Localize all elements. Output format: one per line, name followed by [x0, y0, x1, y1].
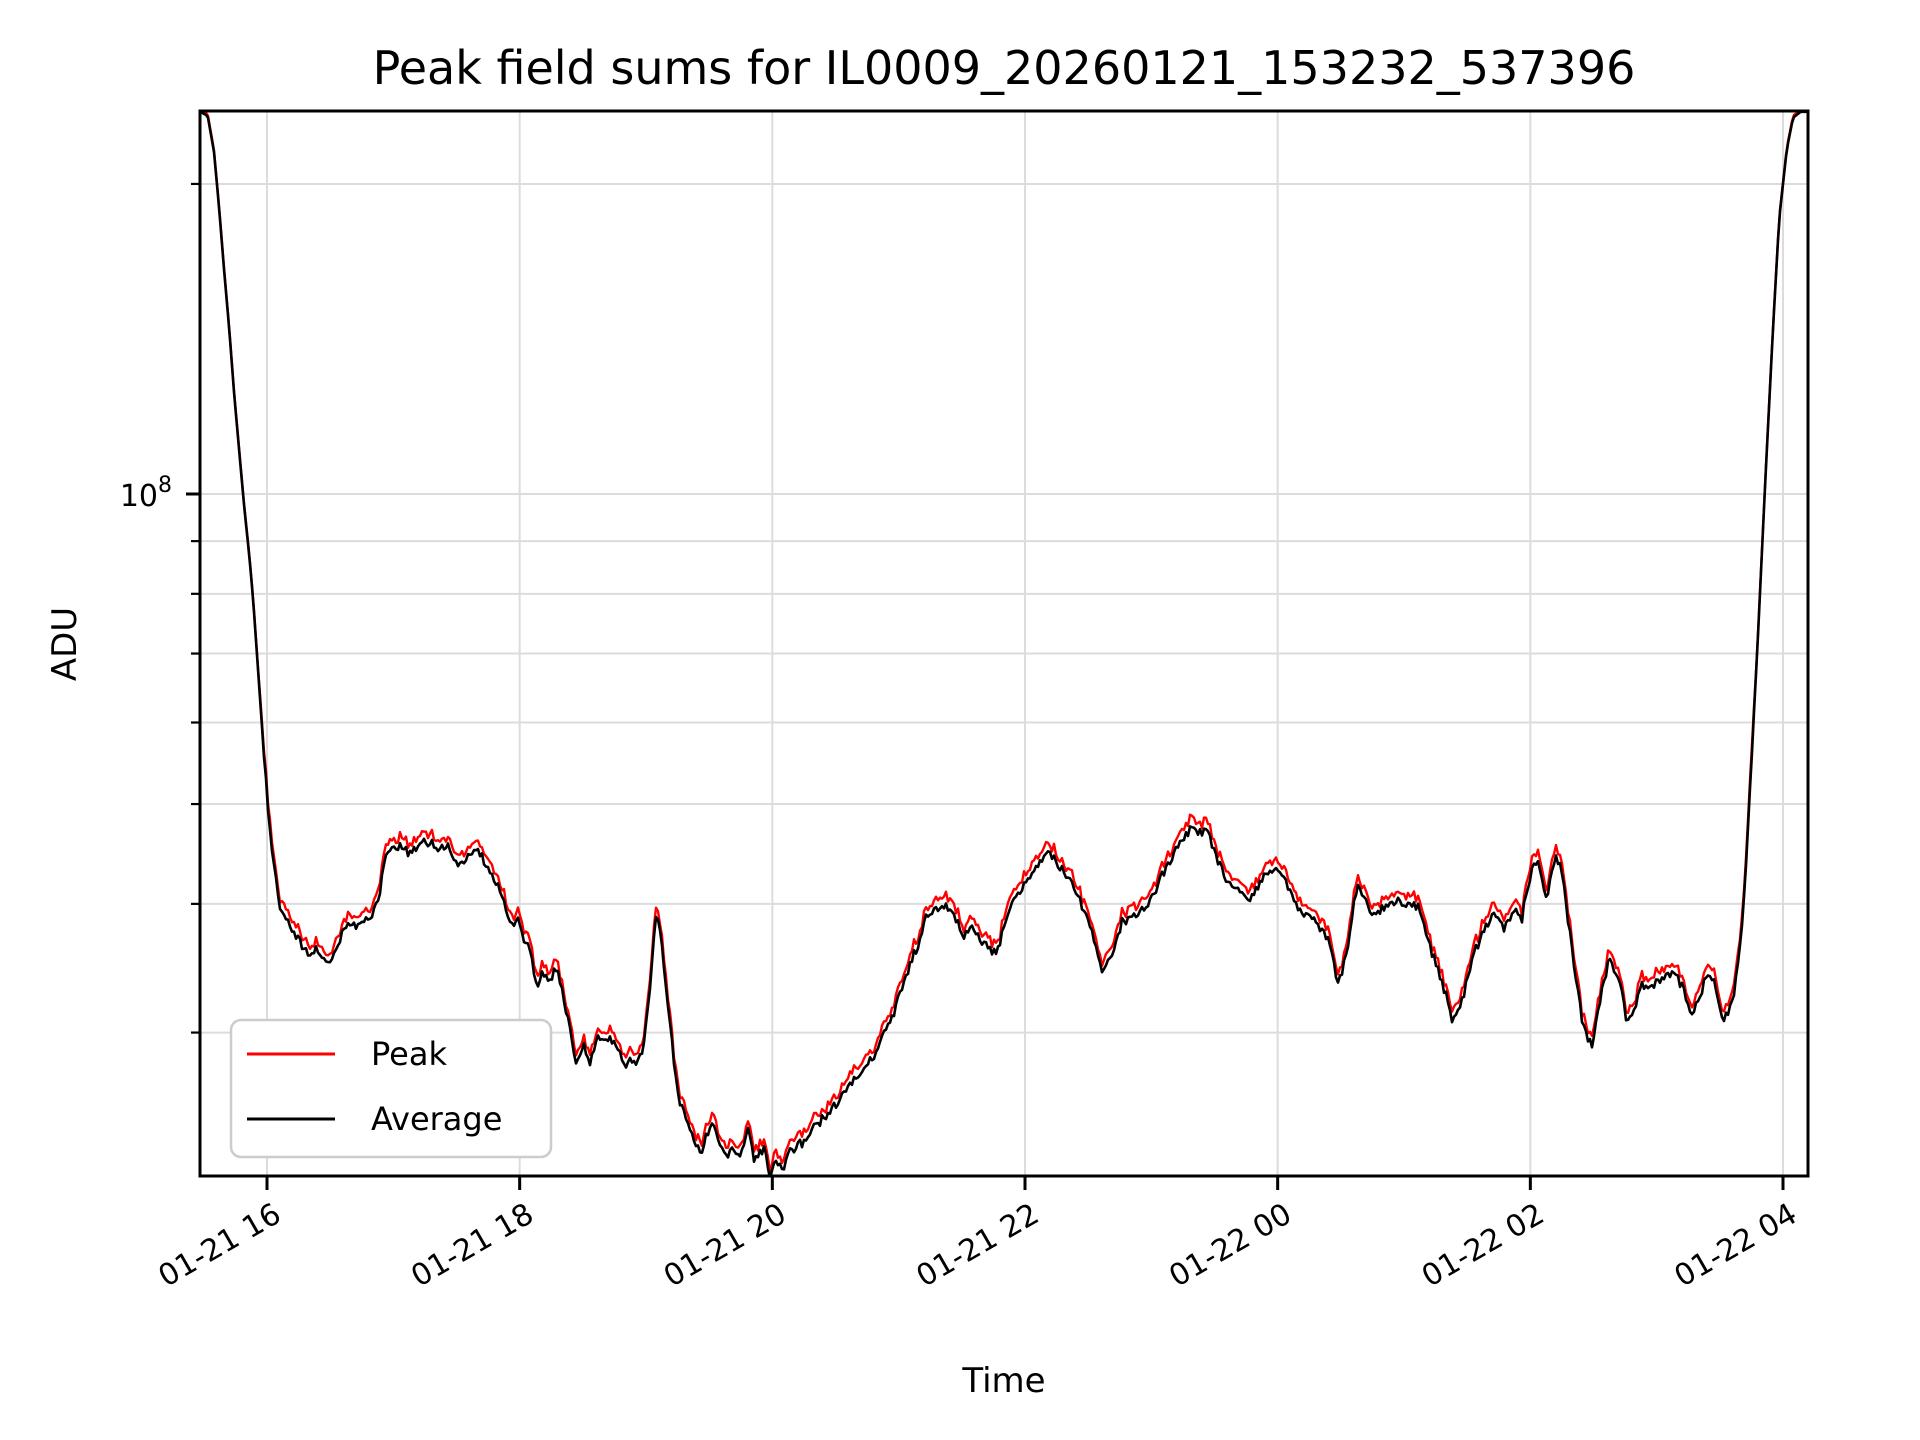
legend-entry-peak: Peak [247, 1035, 447, 1073]
legend-peak-label: Peak [371, 1035, 447, 1073]
x-tick-label: 01-21 18 [405, 1197, 539, 1295]
chart-title: Peak field sums for IL0009_20260121_1532… [373, 41, 1636, 95]
x-axis-label: Time [961, 1361, 1045, 1401]
y-axis-label: ADU [45, 607, 85, 681]
x-tick-label: 01-21 16 [153, 1197, 287, 1295]
axis-ticks [186, 182, 1785, 1190]
peak-line [200, 111, 1808, 1173]
legend-entry-average: Average [247, 1100, 502, 1138]
gridlines [200, 111, 1808, 1176]
x-tick-label: 01-21 22 [911, 1197, 1045, 1295]
series-lines [200, 111, 1808, 1176]
x-tick-label: 01-22 02 [1416, 1197, 1550, 1295]
x-tick-labels: 01-21 16 01-21 18 01-21 20 01-21 22 01-22 00… [153, 1197, 1803, 1295]
average-line [200, 111, 1808, 1176]
x-tick-label: 01-22 04 [1669, 1197, 1803, 1295]
legend: Peak Average [229, 1018, 553, 1159]
y-tick-label-1e8: 108 [120, 473, 172, 514]
x-tick-label: 01-22 00 [1163, 1197, 1297, 1295]
legend-average-label: Average [371, 1100, 502, 1138]
plot-frame [198, 109, 1810, 1178]
x-tick-label: 01-21 20 [658, 1197, 792, 1295]
